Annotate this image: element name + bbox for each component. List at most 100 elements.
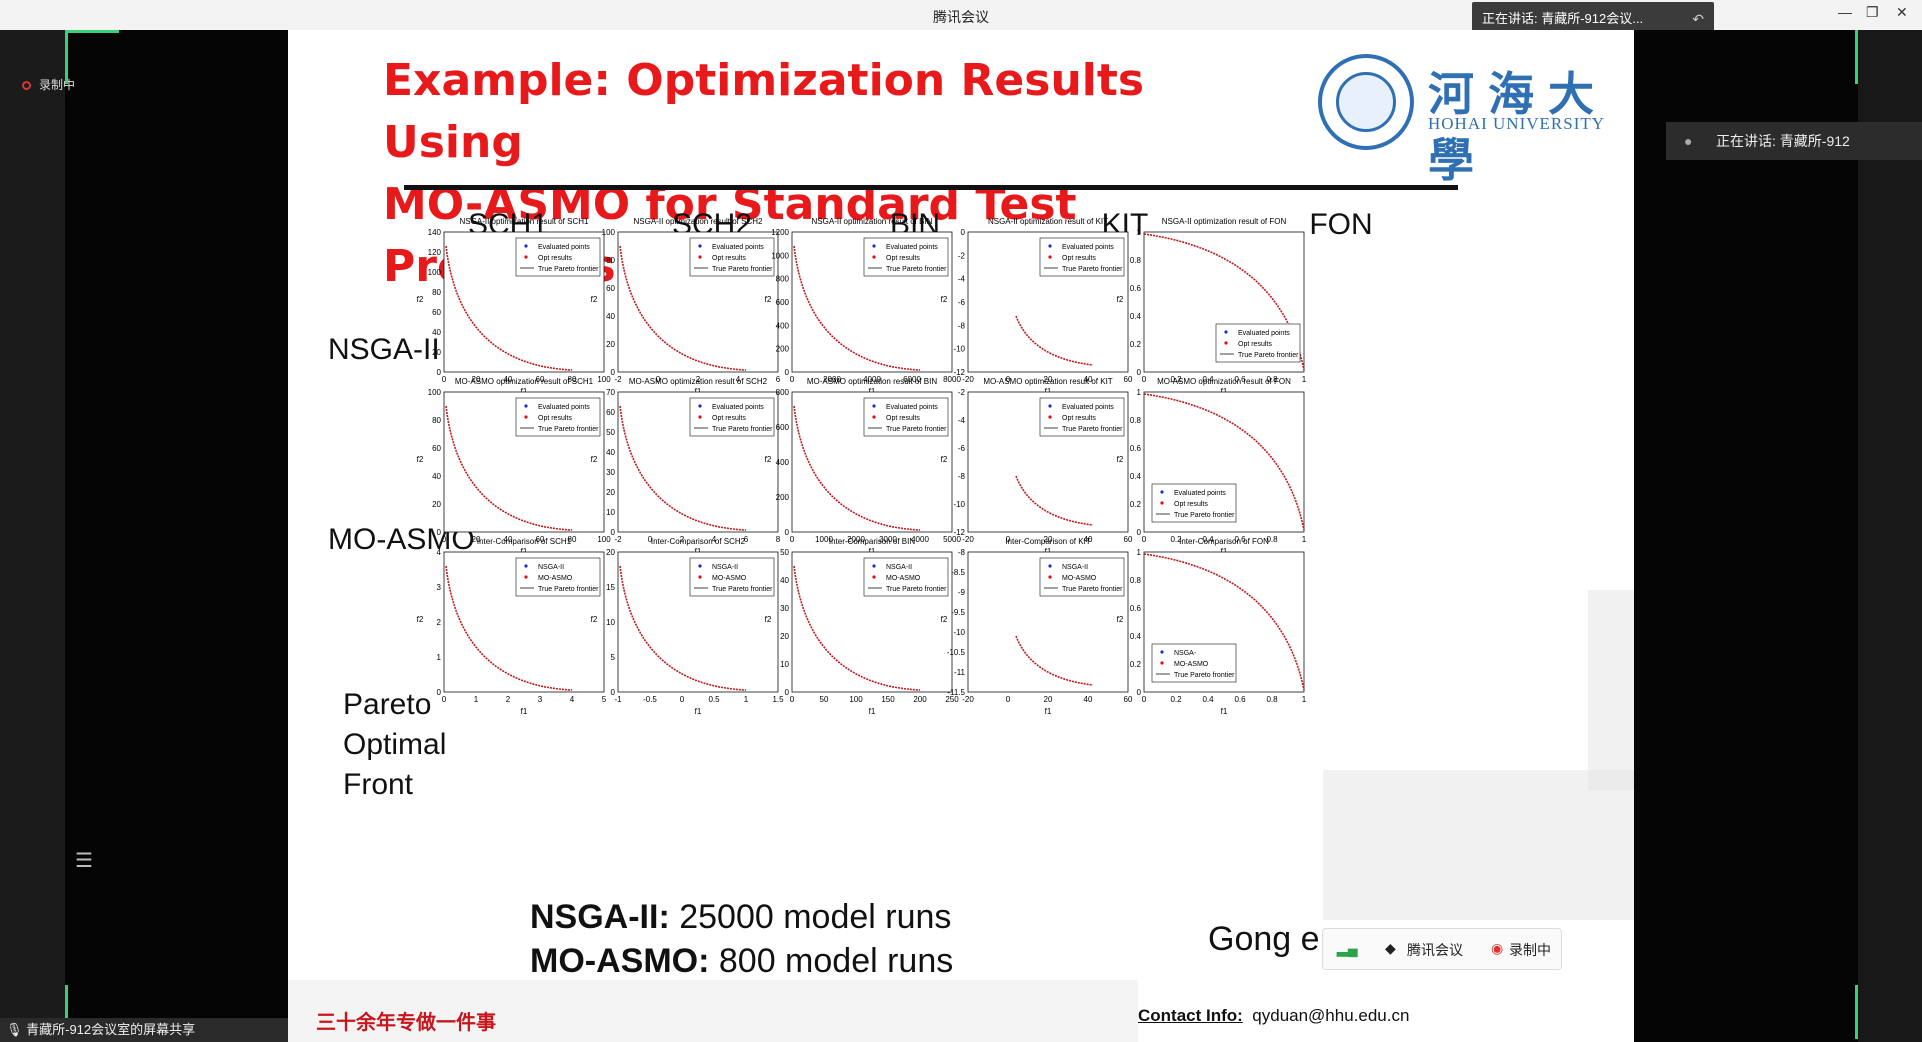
right-video-panel [1634, 30, 1922, 1042]
pareto-curve [619, 565, 747, 691]
x-tick-label: 100 [597, 535, 611, 544]
minimize-button[interactable]: — [1838, 4, 1852, 20]
x-tick-label: 6000 [903, 375, 921, 384]
plot-thumbnail: NSGA-II optimization result of BIN 0 2000 4… [758, 212, 978, 412]
y-tick-label: 2 [437, 618, 442, 627]
plot-thumbnail: MO-ASMO optimization result of BIN 0 1000 2… [758, 372, 978, 572]
x-axis-label: f1 [1045, 387, 1052, 396]
legend-label: Evaluated points [886, 244, 938, 251]
x-tick-label: 40 [1084, 695, 1093, 704]
pareto-curve [793, 565, 921, 691]
maximize-button[interactable]: ❐ [1866, 4, 1879, 20]
nsga-runs-label: NSGA-II: [530, 898, 670, 936]
meeting-floating-bar[interactable]: ▂▄ ◆ 腾讯会议 ◉ 录制中 [1322, 928, 1562, 970]
legend-label: NSGA-II [538, 564, 564, 571]
y-tick-label: 5 [611, 653, 616, 662]
y-tick-label: 800 [776, 275, 790, 284]
x-tick-label: 0 [790, 695, 795, 704]
y-tick-label: 0.4 [1130, 312, 1142, 321]
legend-label: True Pareto frontier [1062, 266, 1123, 273]
legend-label: True Pareto frontier [1238, 352, 1299, 359]
x-tick-label: -1 [614, 695, 622, 704]
legend-marker [524, 575, 528, 579]
y-tick-label: 1 [1137, 548, 1142, 557]
y-tick-label: -9.5 [951, 608, 965, 617]
y-tick-label: 20 [606, 548, 615, 557]
right-video-area [1634, 30, 1858, 1042]
y-tick-label: 400 [776, 321, 790, 330]
meeting-rec-label[interactable]: 录制中 [1509, 942, 1551, 958]
y-tick-label: -11 [954, 668, 966, 677]
x-tick-label: 5 [602, 695, 607, 704]
legend-label: Evaluated points [1062, 404, 1114, 411]
close-button[interactable]: ✕ [1896, 4, 1908, 20]
y-axis-label: f2 [591, 455, 598, 464]
plot-svg: Inter-Comparison of SCH2-1 -0.5 0 0.5 1 1.505… [591, 537, 784, 716]
legend-label: Evaluated points [1174, 490, 1226, 497]
legend-marker [1048, 404, 1052, 408]
legend-marker [698, 255, 702, 259]
plot-thumbnail: MO-ASMO optimization result of FON 0 0.2 0.… [1110, 372, 1330, 572]
y-tick-label: -8 [958, 472, 966, 481]
y-tick-label: 60 [432, 308, 441, 317]
y-tick-label: 0.2 [1130, 660, 1142, 669]
meeting-app-label[interactable]: 腾讯会议 [1407, 942, 1463, 958]
y-tick-label: 0 [785, 528, 790, 537]
speaking-indicator-right: ● 正在讲话: 青藏所-912 [1666, 122, 1922, 160]
wave-decoration [288, 980, 1138, 1042]
plot-title: MO-ASMO optimization result of FON [1157, 377, 1291, 386]
y-tick-label: 1200 [771, 228, 789, 237]
plot-thumbnail: NSGA-II optimization result of FON 0 0.2 0.… [1110, 212, 1330, 412]
legend-label: MO-ASMO [538, 575, 573, 582]
plot-title: NSGA-II optimization result of KIT [988, 217, 1108, 226]
legend-marker [1224, 341, 1228, 345]
x-tick-label: 60 [536, 535, 545, 544]
y-tick-label: 1 [1137, 388, 1142, 397]
y-tick-label: 0.8 [1130, 416, 1142, 425]
pareto-curve [1143, 393, 1305, 531]
row-label: NSGA-II [328, 333, 440, 366]
legend-marker [698, 575, 702, 579]
legend-label: Evaluated points [886, 404, 938, 411]
list-icon[interactable]: ☰ [75, 850, 93, 872]
title-divider [404, 185, 1458, 190]
legend-label: Opt results [886, 255, 920, 262]
x-tick-label: 0 [1142, 375, 1147, 384]
plot-svg: MO-ASMO optimization result of KIT-20 0 20… [941, 377, 1133, 556]
x-tick-label: 80 [568, 535, 577, 544]
legend-label: True Pareto frontier [1174, 672, 1235, 679]
legend-box [863, 397, 949, 437]
plot-svg: Inter-Comparison of SCH1 0 1 2 3 4 5 0 1 2 3 4 f1 f2 N… [417, 537, 607, 716]
plot-title: MO-ASMO optimization result of SCH1 [455, 377, 594, 386]
moasmo-runs-label: MO-ASMO: [530, 942, 710, 980]
x-tick-label: 60 [1124, 535, 1133, 544]
x-tick-label: 100 [849, 695, 863, 704]
return-icon[interactable]: ↶ [1692, 11, 1704, 27]
x-tick-label: 1.5 [772, 695, 784, 704]
legend-label: True Pareto frontier [1174, 512, 1235, 519]
plot-title: Inter-Comparison of KIT [1005, 537, 1090, 546]
x-tick-label: 0 [680, 695, 685, 704]
legend-label: Opt results [538, 255, 572, 262]
plot-thumbnail: MO-ASMO optimization result of SCH2 -2 0 2 4… [584, 372, 804, 572]
x-axis-label: f1 [1221, 547, 1228, 556]
mic-icon: 🎙 [6, 1022, 27, 1037]
y-axis-label: f2 [1117, 455, 1124, 464]
green-corner [65, 985, 68, 1039]
plot-svg: MO-ASMO optimization result of BIN 0 1000 2… [765, 377, 962, 556]
legend-marker [1048, 564, 1052, 568]
y-tick-label: 40 [432, 328, 441, 337]
window-title: 腾讯会议 [933, 9, 989, 25]
y-tick-label: -8 [958, 548, 966, 557]
y-tick-label: 10 [606, 508, 615, 517]
y-tick-label: 50 [780, 548, 789, 557]
hohai-logo-en: HOHAI UNIVERSITY [1428, 114, 1606, 133]
pareto-curve [1015, 635, 1093, 686]
y-tick-label: -4 [958, 416, 966, 425]
legend-box [689, 397, 775, 437]
x-tick-label: 0.2 [1170, 695, 1182, 704]
pareto-curve [1015, 315, 1093, 366]
legend-marker [524, 244, 528, 248]
y-tick-label: 0.6 [1130, 284, 1142, 293]
